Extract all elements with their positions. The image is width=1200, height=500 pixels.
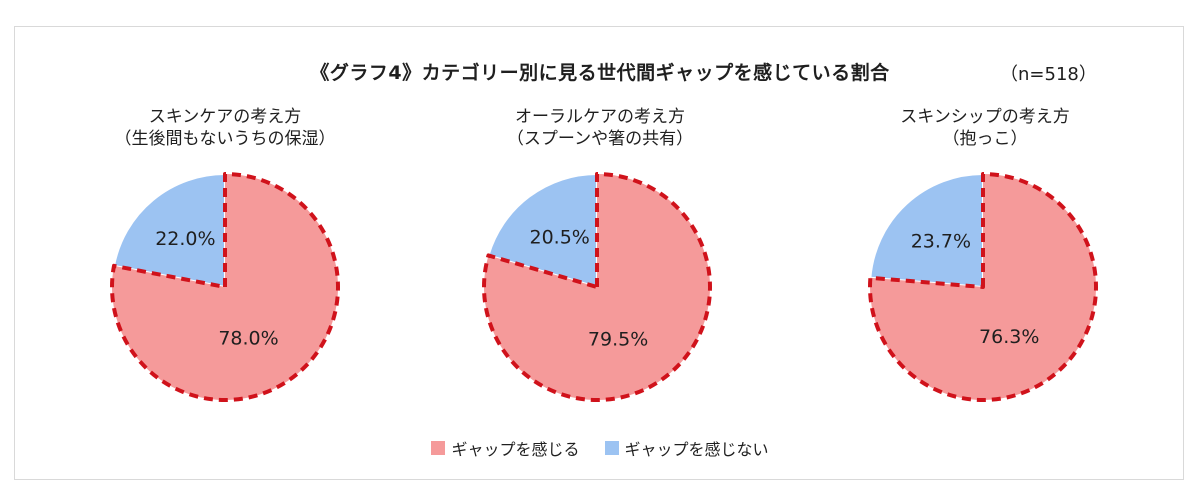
legend-label: ギャップを感じる: [451, 440, 580, 459]
legend-swatch-gap: [431, 441, 446, 455]
legend-item-nogap: ギャップを感じない: [604, 436, 769, 460]
chart-frame: [14, 26, 1184, 480]
pie-title-line: スキンシップの考え方: [900, 107, 1070, 127]
pie-label-gap: 78.0%: [218, 327, 278, 349]
legend-item-gap: ギャップを感じる: [431, 436, 579, 460]
pie-title-oralcare: オーラルケアの考え方 （スプーンや箸の共有）: [450, 106, 750, 150]
legend-label: ギャップを感じない: [624, 440, 769, 459]
pie-label-gap: 79.5%: [588, 328, 648, 350]
sample-size-label: （n=518）: [1000, 64, 1097, 85]
pie-title-line: （生後間もないうちの保湿）: [114, 129, 336, 149]
pie-title-skincare: スキンケアの考え方 （生後間もないうちの保湿）: [75, 106, 375, 150]
pie-slice-no-gap: [869, 172, 984, 289]
pie-title-line: オーラルケアの考え方: [515, 107, 685, 127]
pie-slice-gap: [482, 172, 712, 402]
chart-title: 《グラフ4》カテゴリー別に見る世代間ギャップを感じている割合: [310, 62, 890, 84]
pie-slice-gap: [110, 172, 340, 402]
pie-title-line: スキンケアの考え方: [148, 107, 302, 127]
pie-slice-gap: [868, 172, 1098, 402]
pie-label-no-gap: 23.7%: [911, 230, 971, 252]
legend: ギャップを感じる ギャップを感じない: [0, 436, 1200, 460]
pie-label-no-gap: 22.0%: [155, 228, 215, 250]
pie-label-no-gap: 20.5%: [530, 226, 590, 248]
pie-slice-no-gap: [487, 172, 598, 289]
pie-slice-no-gap: [112, 172, 226, 289]
pie-title-skinship: スキンシップの考え方 （抱っこ）: [835, 106, 1135, 150]
pie-title-line: （スプーンや箸の共有）: [506, 129, 694, 149]
pie-label-gap: 76.3%: [979, 326, 1039, 348]
pie-title-line: （抱っこ）: [942, 129, 1028, 149]
legend-swatch-nogap: [604, 441, 619, 455]
